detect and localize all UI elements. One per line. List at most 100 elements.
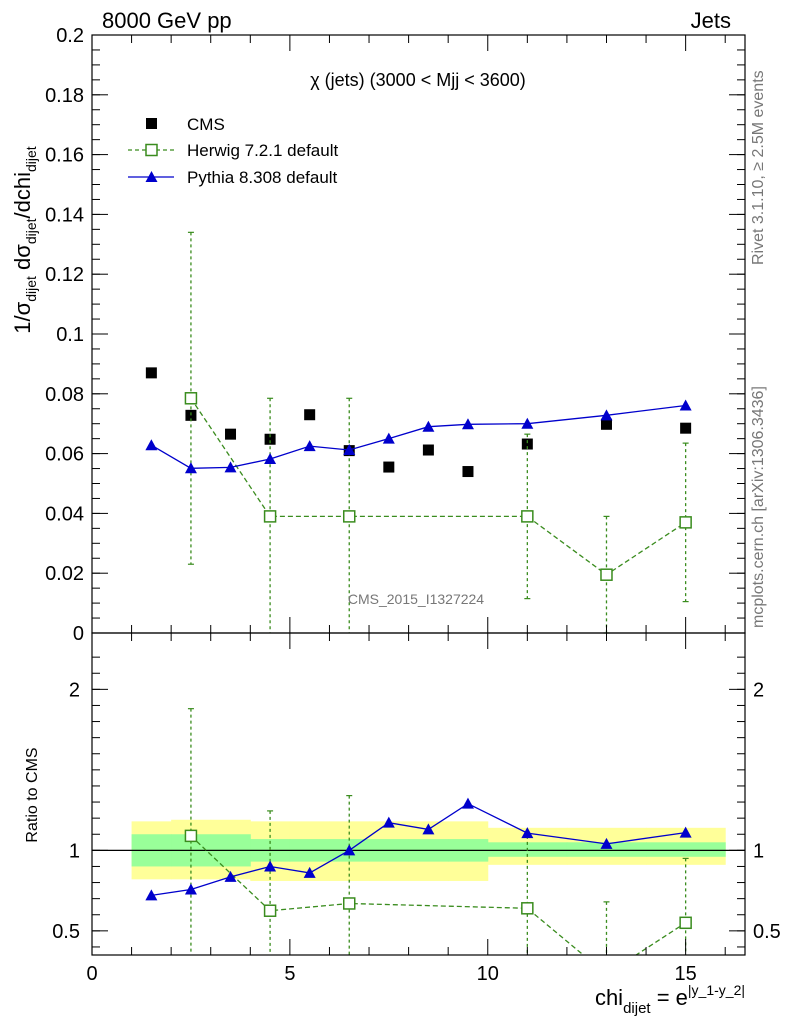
ratio-y-tick-label-right: 1 bbox=[753, 840, 764, 862]
y-tick-label: 0.2 bbox=[56, 25, 84, 47]
pythia-point bbox=[679, 399, 692, 411]
legend-marker-pythia bbox=[145, 171, 158, 182]
pythia-point bbox=[224, 461, 237, 473]
ratio-frame bbox=[91, 632, 746, 956]
main-y-axis-label: 1/σdijet dσdijet/dchidijet bbox=[10, 146, 39, 334]
y-tick-label: 0.16 bbox=[45, 145, 84, 167]
y-tick-label: 0.12 bbox=[45, 264, 84, 286]
pythia-point bbox=[264, 452, 277, 464]
xlabel-sub: dijet bbox=[623, 1000, 651, 1017]
cms-point bbox=[680, 422, 692, 434]
pythia-point bbox=[343, 444, 356, 456]
ratio-band-stat bbox=[566, 842, 647, 857]
herwig-point bbox=[679, 516, 692, 529]
cms-point bbox=[145, 367, 157, 379]
x-tick-label: 15 bbox=[675, 963, 697, 985]
ratio-band-stat bbox=[646, 842, 726, 857]
pythia-line bbox=[151, 404, 686, 469]
xlabel-base: chi bbox=[595, 985, 623, 1010]
x-axis-label: chidijet = e|y_1-y_2| bbox=[595, 982, 745, 1017]
legend-label-herwig: Herwig 7.2.1 default bbox=[187, 141, 338, 160]
pythia-ratio-point bbox=[264, 860, 277, 872]
ratio-y-tick-label: 1 bbox=[69, 840, 80, 862]
cms-point bbox=[264, 433, 276, 445]
ylabel-pre: 1/σ bbox=[10, 301, 35, 333]
pythia-ratio-point bbox=[600, 837, 613, 849]
main-panel: 0 0.02 0.04 0.06 0.08 0.1 0.12 0.14 0.16 0.18 0.2 bbox=[45, 25, 746, 645]
ylabel-sub3: dijet bbox=[23, 146, 39, 172]
herwig-point bbox=[263, 510, 277, 523]
pythia-ratio-point bbox=[224, 870, 237, 882]
cms-point bbox=[462, 466, 474, 478]
cms-point bbox=[422, 444, 434, 456]
pythia-ratio-point bbox=[303, 866, 316, 878]
herwig-point bbox=[184, 392, 198, 405]
pythia-ratio-point bbox=[184, 883, 197, 895]
header-right: Jets bbox=[691, 8, 731, 33]
y-tick-label: 0.06 bbox=[45, 444, 84, 466]
y-tick-label: 0.18 bbox=[45, 85, 84, 107]
pythia-point bbox=[422, 420, 435, 432]
pythia-ratio-point bbox=[521, 827, 534, 839]
ylabel-post: /dchi bbox=[10, 172, 35, 218]
pythia-point bbox=[303, 440, 316, 452]
ratio-y-tick-label: 2 bbox=[69, 679, 80, 701]
cms-point bbox=[521, 438, 533, 450]
pythia-ratio-point bbox=[343, 844, 356, 856]
y-tick-label: 0 bbox=[73, 623, 84, 645]
x-tick-label: 10 bbox=[477, 963, 499, 985]
ylabel-sub2: dijet bbox=[23, 218, 39, 244]
herwig-ratio-point bbox=[521, 902, 534, 915]
mcplots-label: mcplots.cern.ch [arXiv:1306.3436] bbox=[750, 386, 767, 628]
ratio-y-tick-label-right: 2 bbox=[753, 679, 764, 701]
legend: CMS Herwig 7.2.1 default Pythia 8.308 de… bbox=[128, 115, 338, 187]
herwig-point bbox=[521, 510, 534, 523]
y-tick-label: 0.14 bbox=[45, 204, 84, 226]
header-left: 8000 GeV pp bbox=[102, 8, 232, 33]
cms-point bbox=[304, 409, 316, 421]
y-tick-label: 0.1 bbox=[56, 324, 84, 346]
y-tick-label: 0.02 bbox=[45, 563, 84, 585]
xlabel-eq: = e bbox=[651, 985, 688, 1010]
x-tick-label: 5 bbox=[284, 963, 295, 985]
ratio-y-tick-label-right: 0.5 bbox=[753, 921, 781, 943]
pythia-ratio-line bbox=[151, 802, 686, 897]
ratio-y-axis-label: Ratio to CMS bbox=[24, 747, 41, 842]
y-tick-label: 0.04 bbox=[45, 503, 84, 525]
pythia-point bbox=[145, 439, 158, 451]
herwig-point bbox=[342, 510, 356, 523]
pythia-ratio-point bbox=[461, 797, 474, 809]
rivet-label: Rivet 3.1.10, ≥ 2.5M events bbox=[750, 70, 767, 265]
herwig-ratio-point bbox=[263, 904, 277, 917]
ylabel-sub1: dijet bbox=[23, 276, 39, 302]
pythia-ratio-point bbox=[679, 826, 692, 838]
legend-label-pythia: Pythia 8.308 default bbox=[187, 168, 338, 187]
pythia-point bbox=[461, 418, 474, 430]
pythia-ratio-point bbox=[145, 889, 158, 901]
legend-marker-herwig bbox=[145, 143, 158, 157]
x-tick-label: 0 bbox=[86, 963, 97, 985]
herwig-line bbox=[190, 397, 686, 576]
legend-marker-cms bbox=[146, 118, 157, 129]
cms-point bbox=[383, 461, 395, 473]
ylabel-mid: dσ bbox=[10, 244, 35, 276]
cms-point bbox=[225, 428, 237, 440]
herwig-ratio-point bbox=[184, 829, 198, 843]
pythia-point bbox=[184, 462, 197, 474]
analysis-watermark: CMS_2015_I1327224 bbox=[348, 591, 484, 607]
herwig-ratio-point bbox=[342, 897, 356, 910]
legend-label-cms: CMS bbox=[187, 115, 225, 134]
pythia-ratio-point bbox=[382, 816, 395, 828]
xlabel-sup: |y_1-y_2| bbox=[688, 982, 745, 998]
y-tick-label: 0.08 bbox=[45, 384, 84, 406]
pythia-point bbox=[600, 409, 613, 421]
pythia-point bbox=[382, 432, 395, 444]
pythia-point bbox=[521, 417, 534, 429]
main-plot-title: χ (jets) (3000 < Mjj < 3600) bbox=[310, 70, 526, 90]
herwig-ratio-point bbox=[679, 916, 692, 930]
herwig-ratio-line bbox=[190, 835, 686, 955]
ratio-y-tick-label: 0.5 bbox=[52, 921, 80, 943]
cms-point bbox=[600, 418, 612, 430]
herwig-point bbox=[600, 568, 613, 581]
